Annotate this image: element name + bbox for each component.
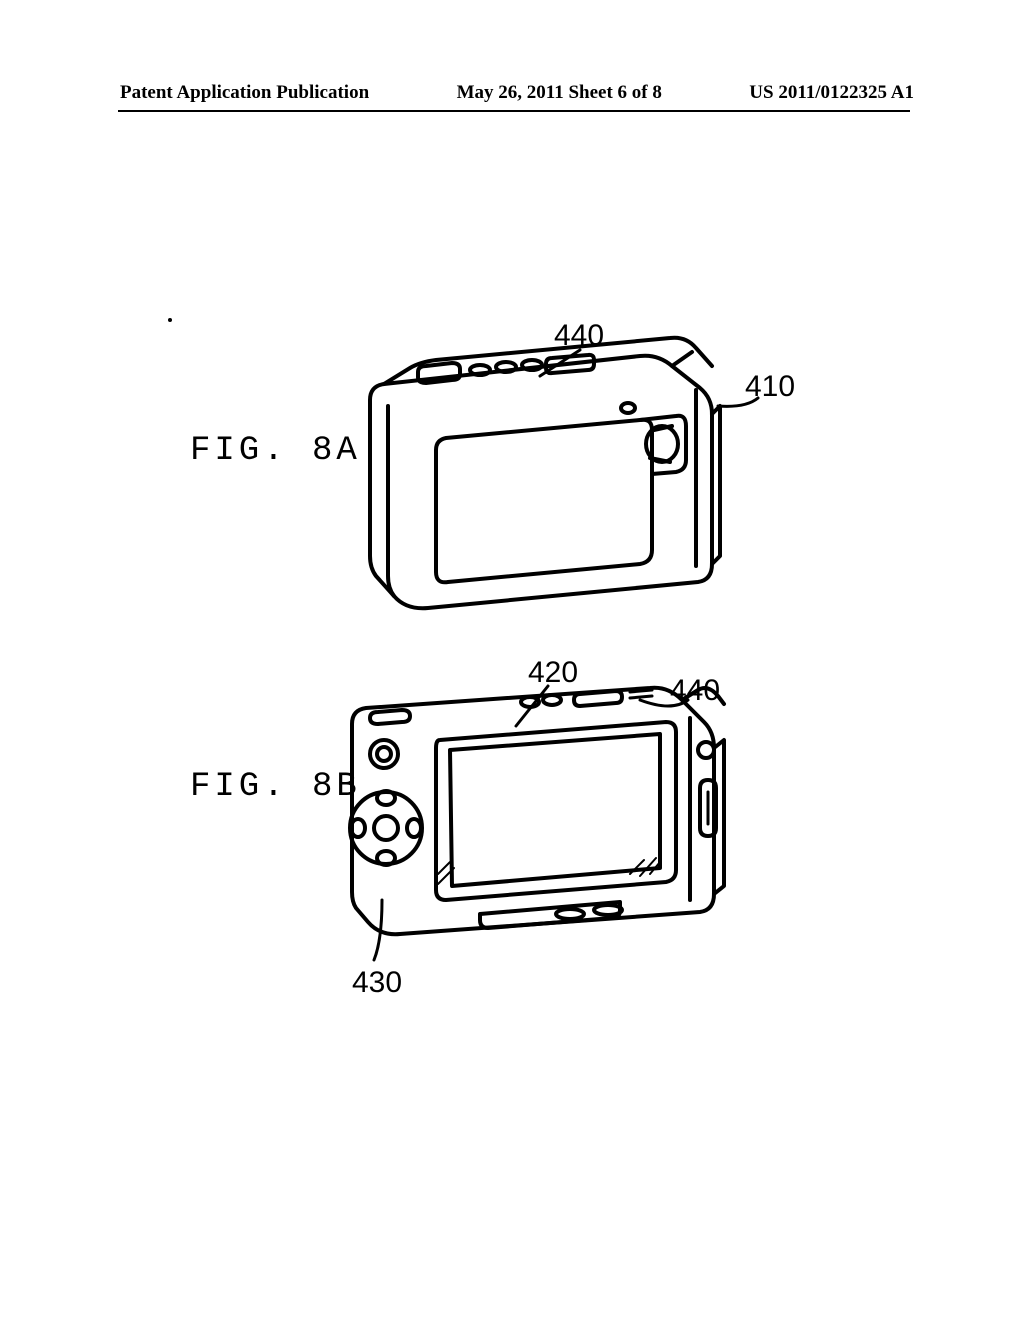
figure-8a-leads (0, 0, 1024, 1320)
ref-440-a: 440 (554, 319, 604, 353)
figure-8b-leads (0, 0, 1024, 1320)
stray-mark (168, 318, 172, 322)
figure-8b-drawing (330, 678, 730, 948)
ref-420-b: 420 (528, 656, 578, 690)
header-rule (118, 110, 910, 112)
header-center: May 26, 2011 Sheet 6 of 8 (457, 82, 662, 104)
page-header: Patent Application Publication May 26, 2… (0, 82, 1024, 104)
header-left: Patent Application Publication (120, 82, 369, 104)
figure-8a-drawing (340, 330, 730, 620)
header-right: US 2011/0122325 A1 (749, 82, 914, 104)
figure-8a-label: FIG. 8A (190, 432, 361, 470)
ref-440-b: 440 (670, 674, 720, 708)
ref-430-b: 430 (352, 966, 402, 1000)
ref-410-a: 410 (745, 370, 795, 404)
